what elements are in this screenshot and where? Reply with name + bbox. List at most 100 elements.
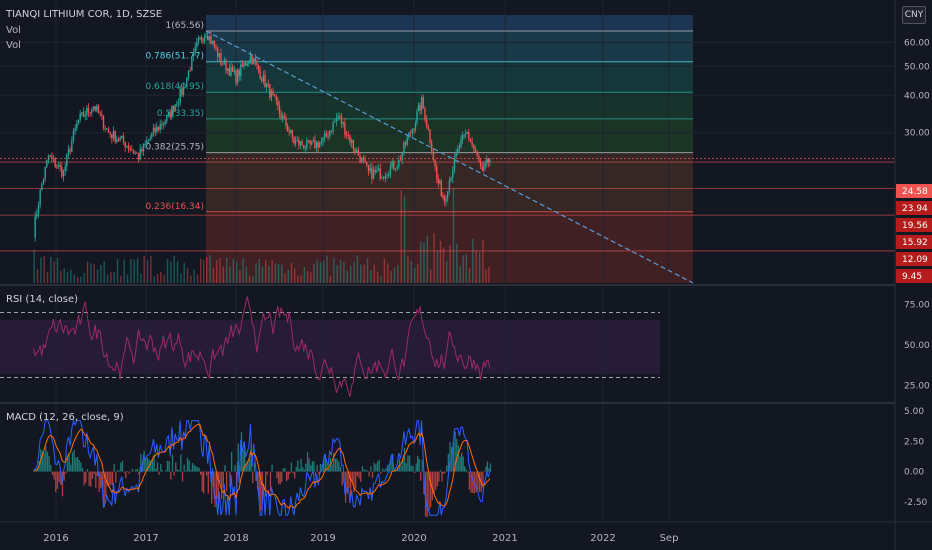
candle-body xyxy=(176,104,178,106)
macd-histogram-bar xyxy=(287,471,289,480)
candle-body xyxy=(182,87,185,96)
macd-histogram-bar xyxy=(224,465,226,472)
macd-histogram-bar xyxy=(193,464,195,472)
volume-bar xyxy=(140,273,142,283)
candle-body xyxy=(478,155,480,162)
candle-body xyxy=(377,168,380,171)
candle-body xyxy=(399,159,402,161)
candle-body xyxy=(332,122,334,132)
macd-histogram-bar xyxy=(311,461,314,472)
candle-body xyxy=(437,178,439,184)
candle-body xyxy=(364,159,366,162)
macd-histogram-bar xyxy=(86,469,89,472)
trendline[interactable] xyxy=(205,30,694,284)
rsi-legend[interactable]: RSI (14, close) xyxy=(6,294,79,305)
time-tick-label: 2016 xyxy=(43,533,68,544)
macd-histogram-bar xyxy=(90,471,92,487)
macd-histogram-bar xyxy=(118,470,120,472)
macd-histogram-bar xyxy=(121,460,124,472)
macd-histogram-bar xyxy=(300,458,302,472)
volume-bar xyxy=(400,190,402,283)
candle-body xyxy=(92,106,95,110)
price-series[interactable] xyxy=(34,30,491,242)
macd-histogram-bar xyxy=(483,471,486,473)
candle-body xyxy=(109,132,111,135)
macd-histogram-bar xyxy=(128,471,130,474)
macd-tick-label: 0.00 xyxy=(904,468,924,478)
candle-body xyxy=(139,148,141,160)
candle-body xyxy=(293,137,295,144)
macd-histogram-bar xyxy=(378,460,380,472)
macd-histogram-bar xyxy=(108,471,110,488)
symbol-title[interactable]: TIANQI LITHIUM COR, 1D, SZSE xyxy=(6,9,163,20)
macd-histogram-bar xyxy=(209,471,211,474)
candle-body xyxy=(34,216,36,238)
volume-legend-2[interactable]: Vol xyxy=(6,40,21,51)
candle-body xyxy=(461,135,464,140)
candle-body xyxy=(121,135,123,138)
candle-body xyxy=(223,59,226,65)
candle-body xyxy=(374,170,376,172)
currency-button[interactable]: CNY xyxy=(902,6,926,24)
volume-bar xyxy=(349,265,352,283)
macd-histogram-bar xyxy=(206,471,208,476)
macd-histogram-bar xyxy=(468,471,471,490)
macd-histogram-bar xyxy=(341,471,343,486)
macd-histogram-bar xyxy=(73,449,75,472)
trendline-line xyxy=(205,30,694,284)
macd-histogram-bar xyxy=(229,471,231,488)
rsi-pane[interactable] xyxy=(0,296,660,397)
fib-levels: 1(65.56) 0.786(51.77) 0.618(40.95) 0.5(33.3… xyxy=(0,21,895,252)
price-axis-tags: 24.58 23.94 19.56 15.92 12.09 9.45 xyxy=(896,184,932,283)
candle-body xyxy=(273,94,276,97)
volume-bar xyxy=(297,275,299,283)
candle-body xyxy=(240,64,242,76)
macd-histogram-bar xyxy=(48,456,50,472)
macd-histogram-bar xyxy=(155,468,157,472)
macd-histogram-bar xyxy=(344,471,347,503)
candle-body xyxy=(106,128,108,130)
candle-body xyxy=(69,149,71,152)
macd-histogram-bar xyxy=(441,471,443,482)
candle-body xyxy=(102,115,105,129)
rsi-tick-label: 50.00 xyxy=(904,341,930,351)
candle-body xyxy=(275,96,277,101)
macd-histogram-bar xyxy=(365,469,367,472)
macd-pane[interactable] xyxy=(33,418,492,517)
candle-body xyxy=(476,152,478,156)
candle-body xyxy=(144,143,146,145)
macd-histogram-bar xyxy=(314,471,317,477)
volume-bar xyxy=(126,274,129,283)
candle-body xyxy=(67,149,70,155)
candle-body xyxy=(414,122,417,130)
candle-body xyxy=(74,128,76,131)
macd-tick-label: 2.50 xyxy=(904,437,924,447)
volume-bar xyxy=(456,243,458,283)
macd-histogram-bar xyxy=(400,465,402,472)
candle-body xyxy=(116,139,118,142)
candle-body xyxy=(137,153,140,160)
macd-histogram-bar xyxy=(135,469,137,472)
candle-body xyxy=(304,147,306,149)
candle-body xyxy=(349,135,351,143)
candle-body xyxy=(91,109,93,113)
macd-histogram-bar xyxy=(431,471,433,501)
candle-body xyxy=(79,113,81,120)
volume-bar xyxy=(180,273,182,283)
volume-bar xyxy=(465,254,467,283)
candle-body xyxy=(84,115,86,117)
volume-bar xyxy=(100,264,102,283)
candle-body xyxy=(436,166,438,179)
volume-legend[interactable]: Vol xyxy=(6,25,21,36)
macd-histogram-bar xyxy=(85,471,87,484)
volume-bar xyxy=(242,258,244,283)
volume-bar xyxy=(316,259,318,283)
candle-body xyxy=(213,40,216,48)
candle-body xyxy=(422,97,424,109)
macd-histogram-bar xyxy=(81,467,84,472)
macd-legend[interactable]: MACD (12, 26, close, 9) xyxy=(6,412,124,423)
volume-bar xyxy=(76,276,79,283)
candle-body xyxy=(228,68,231,76)
fib-label: 0.382(25.75) xyxy=(145,143,204,153)
